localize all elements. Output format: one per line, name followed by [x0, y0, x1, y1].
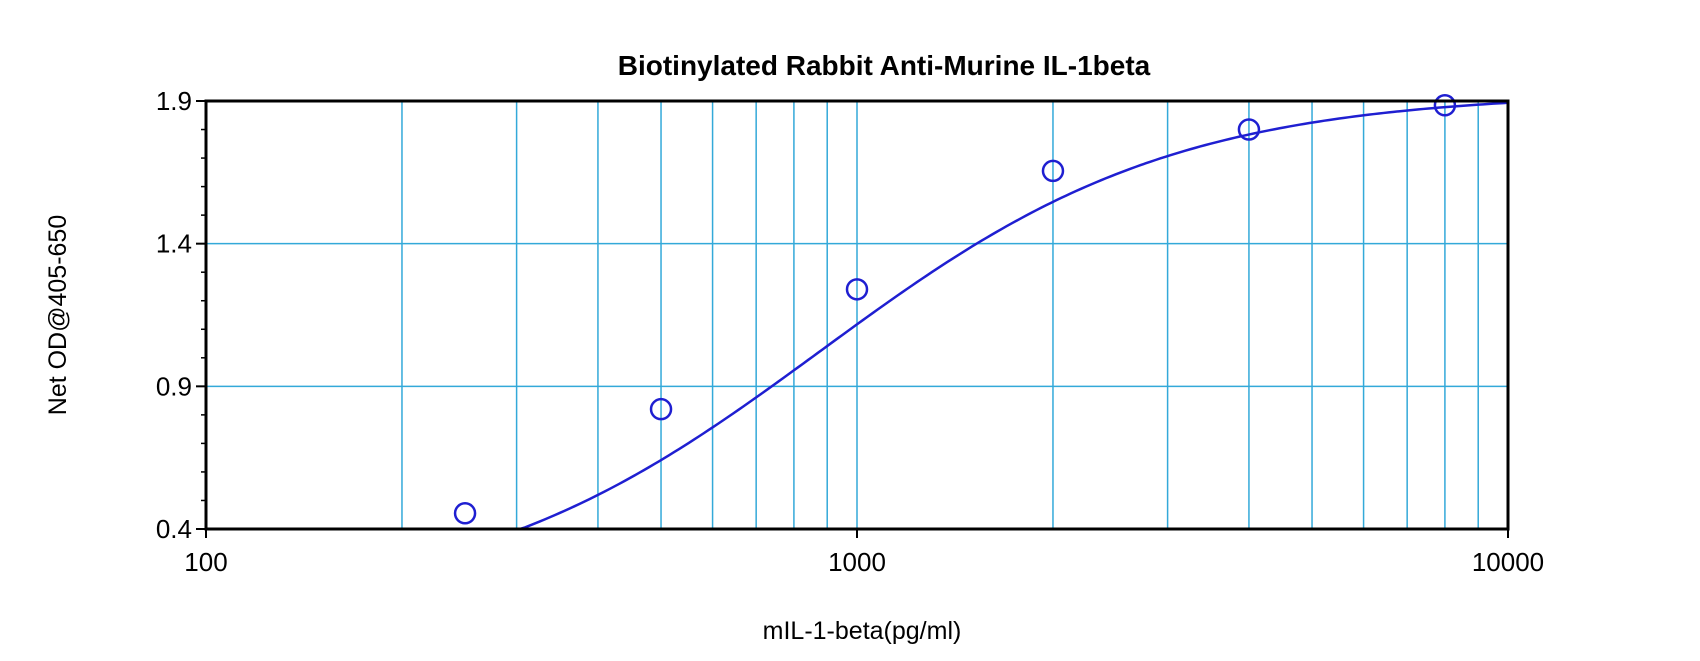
y-tick-label: 1.4	[156, 229, 192, 259]
fit-curve	[415, 101, 1509, 531]
x-tick-label: 1000	[828, 547, 886, 577]
x-axis-label: mIL-1-beta(pg/ml)	[763, 617, 962, 645]
chart-title: Biotinylated Rabbit Anti-Murine IL-1beta	[618, 50, 1151, 81]
x-tick-label: 100	[184, 547, 227, 577]
data-point	[1237, 118, 1261, 141]
data-point	[453, 502, 477, 525]
x-tick-label: 10000	[1472, 547, 1544, 577]
data-point	[1433, 94, 1457, 117]
y-tick-label: 1.9	[156, 86, 192, 116]
data-points	[453, 94, 1457, 525]
data-point	[649, 397, 673, 421]
data-point	[1041, 159, 1065, 183]
y-axis-ticks: 0.4 0.9 1.4 1.9	[156, 86, 206, 544]
y-tick-label: 0.4	[156, 514, 192, 544]
fit-curve-group	[415, 101, 1509, 531]
y-tick-label: 0.9	[156, 371, 192, 401]
grid-lines	[206, 101, 1508, 529]
y-axis-label: Net OD@405-650	[44, 215, 72, 415]
data-point	[845, 278, 869, 301]
x-axis-ticks: 100 1000 10000	[184, 529, 1544, 577]
